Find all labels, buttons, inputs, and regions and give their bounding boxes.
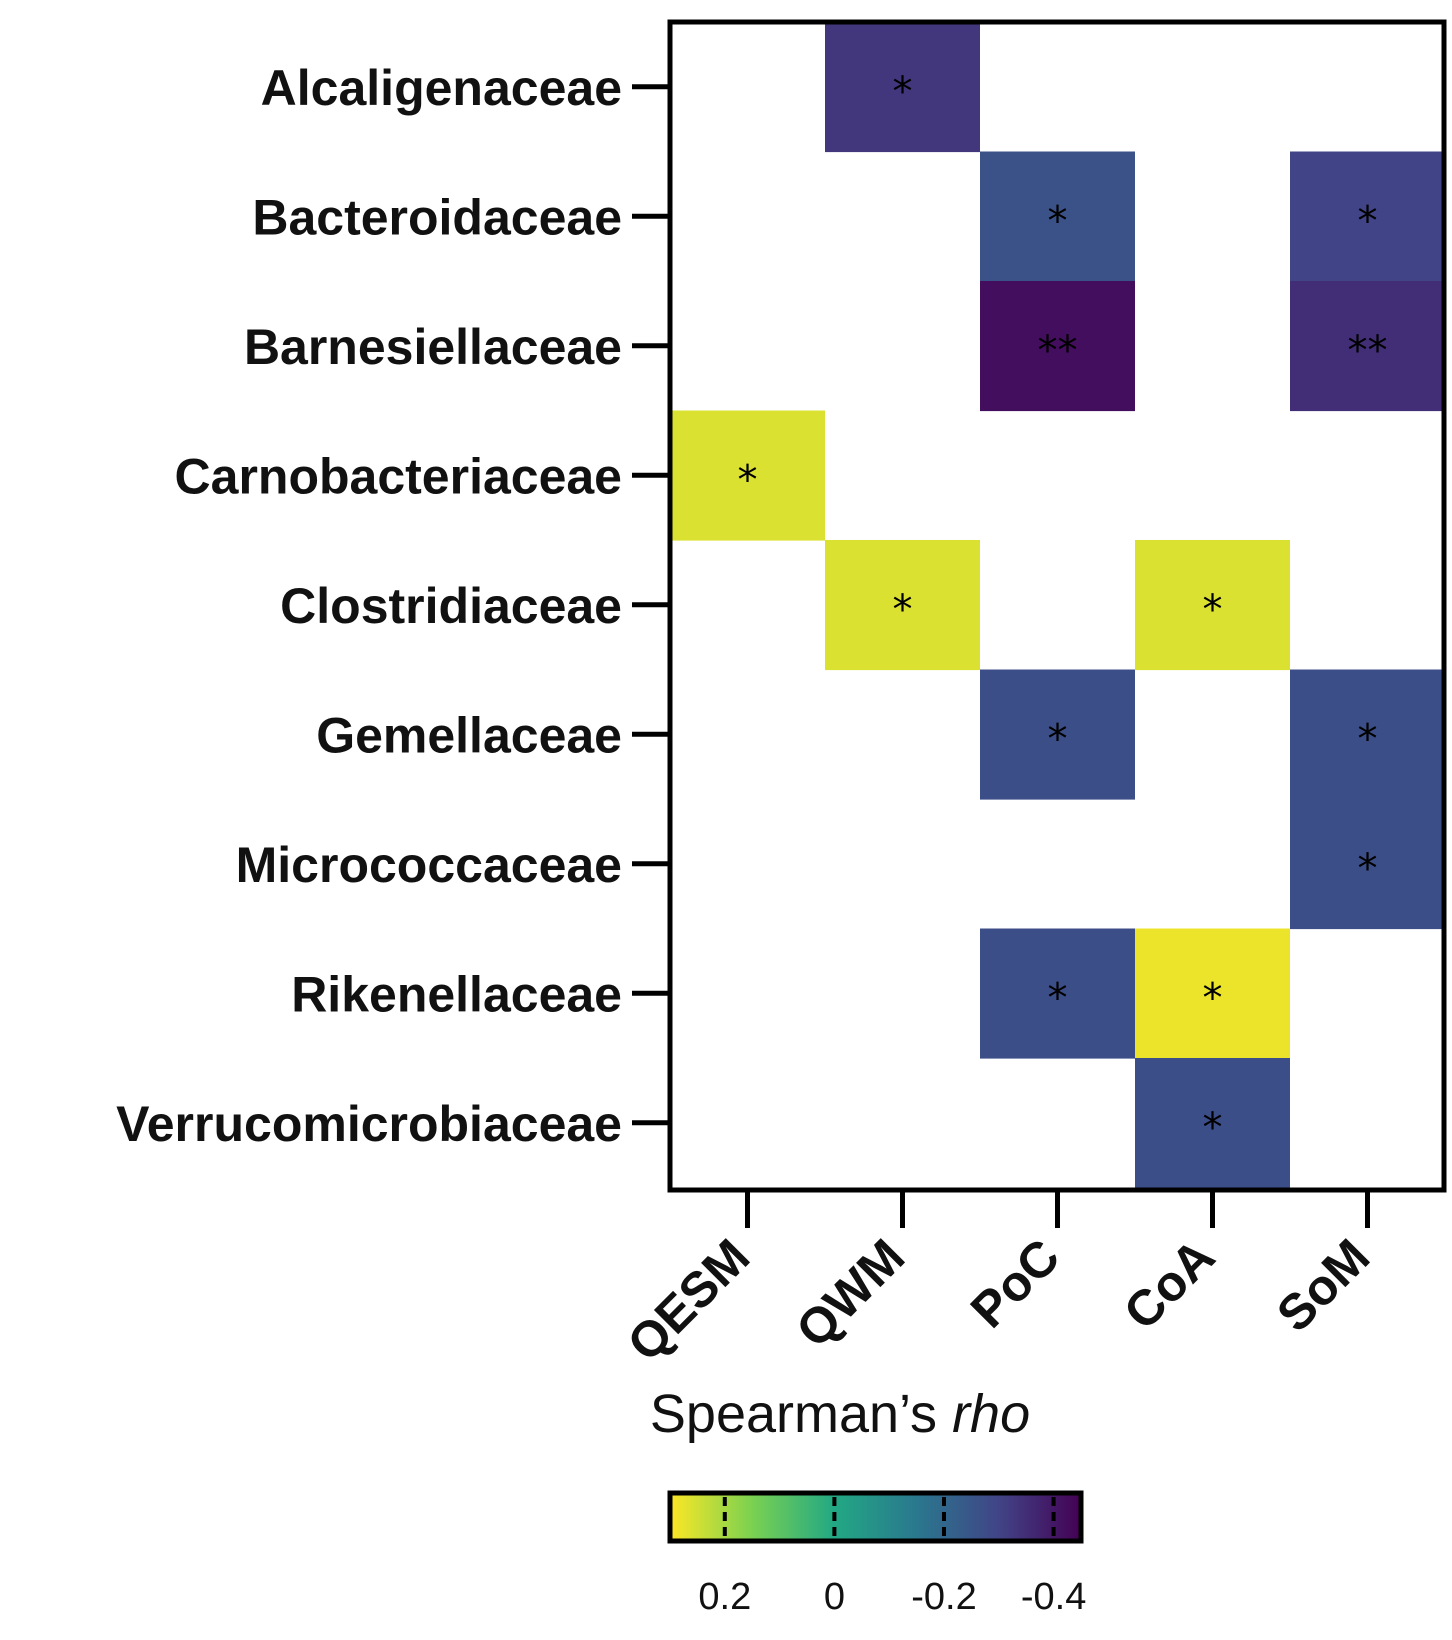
significance-label: ** [1038,328,1078,374]
colorbar-gradient [667,1490,1084,1544]
significance-label: * [1048,975,1068,1021]
row-label: Alcaligenaceae [261,60,622,116]
heatmap-cell [1290,799,1445,930]
colorbar-ticks: 0.2 0 -0.2 -0.4 [698,1497,1086,1618]
heatmap-cell [1290,151,1445,282]
column-label: QESM [617,1228,761,1372]
heatmap-cell [980,928,1135,1059]
heatmap-cell [670,410,825,541]
significance-label: * [1358,846,1378,892]
column-axis: QESM QWM PoC CoA SoM [617,1190,1380,1372]
heatmap-cell [1290,669,1445,800]
heatmap-cell [1135,540,1290,671]
significance-label: * [1048,198,1068,244]
heatmap-cell [1135,1058,1290,1189]
row-label: Carnobacteriaceae [175,448,622,504]
significance-label: * [1203,587,1223,633]
colorbar: Spearman’s rho 0.2 0 -0.2 -0.4 [650,1384,1086,1618]
significance-label: * [1048,716,1068,762]
row-label: Rikenellaceae [291,966,622,1022]
significance-label: * [893,587,913,633]
colorbar-tick-label: -0.4 [1021,1576,1086,1618]
heatmap-cell [1135,928,1290,1059]
significance-marks: ** *** **** ** *** ** [738,69,1388,1151]
row-label: Clostridiaceae [280,578,622,634]
column-label: CoA [1113,1228,1225,1340]
row-axis: Alcaligenaceae Bacteroidaceae Barnesiellac… [116,60,670,1152]
significance-label: * [1203,975,1223,1021]
heatmap-cell [980,151,1135,282]
column-label: QWM [785,1228,915,1358]
significance-label: ** [1348,328,1388,374]
row-label: Barnesiellaceae [244,319,622,375]
heatmap-cell [980,281,1135,412]
significance-label: * [893,69,913,115]
heatmap-cell [825,22,980,153]
significance-label: * [1358,198,1378,244]
column-label: SoM [1266,1228,1380,1342]
significance-label: * [1203,1105,1223,1151]
heatmap-cell [825,540,980,671]
row-label: Verrucomicrobiaceae [116,1096,622,1152]
significance-label: * [738,457,758,503]
colorbar-tick-label: 0 [824,1576,845,1618]
colorbar-title: Spearman’s rho [650,1384,1030,1444]
heatmap-cell [1290,281,1445,412]
significance-label: * [1358,716,1378,762]
row-label: Micrococcaceae [236,837,622,893]
column-label: PoC [960,1228,1070,1338]
heatmap-cell [980,669,1135,800]
colorbar-tick-label: -0.2 [911,1576,976,1618]
row-label: Gemellaceae [316,707,622,763]
heatmap-cells [670,22,1445,1189]
colorbar-tick-label: 0.2 [698,1576,751,1618]
row-label: Bacteroidaceae [252,189,622,245]
